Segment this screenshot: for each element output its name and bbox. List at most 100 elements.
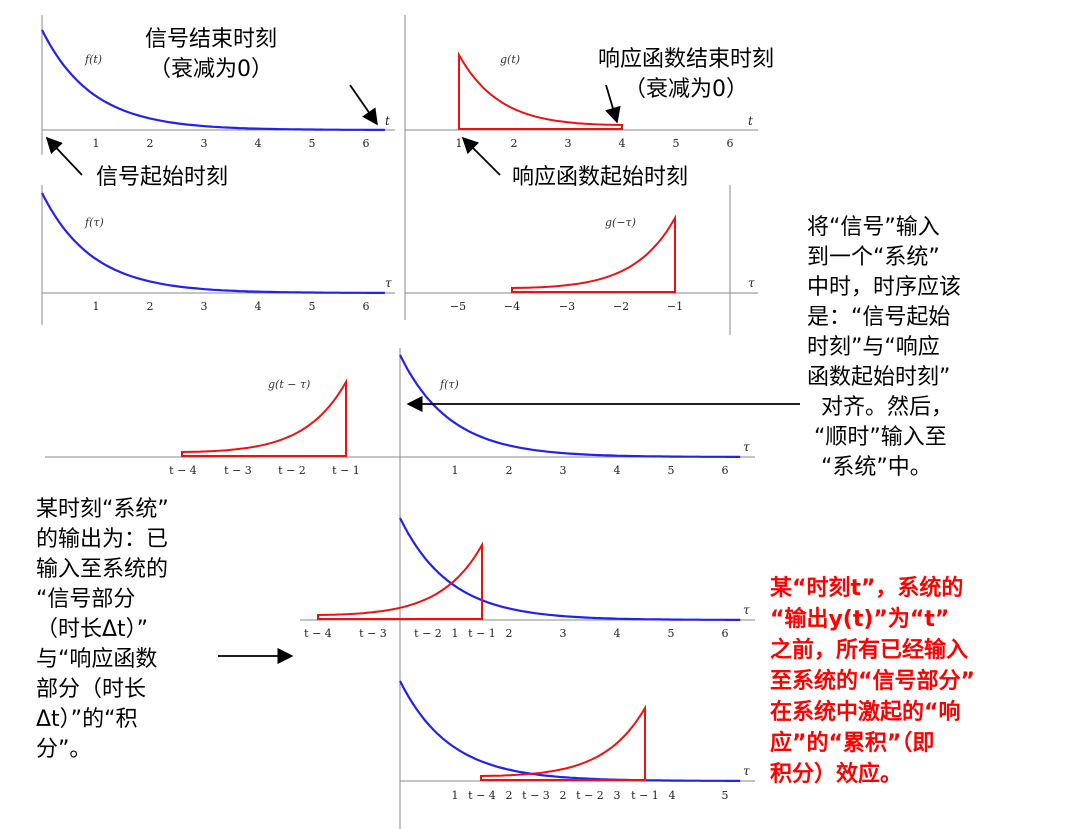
response-pulse [317, 541, 483, 620]
tick-label: t − 3 [359, 627, 387, 640]
signal-curve [399, 680, 741, 782]
tick-label: 4 [619, 137, 626, 150]
tick-label: −3 [559, 300, 575, 313]
tick-label: t − 2 [414, 627, 442, 640]
tick-label: 3 [565, 137, 572, 150]
tick-label: t − 4 [169, 464, 197, 477]
tick-label: 2 [506, 464, 513, 477]
tick-label: 1 [452, 627, 459, 640]
x-axis-label: τ [748, 276, 755, 290]
signal-curve [399, 517, 741, 621]
tick-label: 3 [614, 789, 621, 802]
tick-label: 5 [309, 300, 316, 313]
tick-label: 2 [147, 137, 154, 150]
tick-labels: t − 4 t − 3 t − 2 1 t − 1 2 3 4 5 6 [304, 627, 728, 640]
tick-labels: t − 4 t − 3 t − 2 t − 1 1 2 3 4 5 6 [169, 464, 728, 477]
tick-label: 5 [668, 464, 675, 477]
signal-curve [41, 29, 385, 131]
tick-label: −4 [504, 300, 520, 313]
x-axis-label: τ [743, 440, 750, 454]
arrow-signal-start [45, 136, 83, 176]
callout-arrows [45, 84, 800, 665]
panel-partial-overlap: τ t − 4 t − 3 t − 2 1 t − 1 2 3 4 5 6 [300, 517, 755, 640]
signal-curve [399, 354, 741, 458]
function-label: g(t − τ) [268, 378, 310, 391]
x-axis-label: t [748, 114, 753, 128]
arrow-signal-end [349, 84, 378, 126]
tick-label: 6 [363, 300, 370, 313]
tick-label: t − 3 [224, 464, 252, 477]
function-label: f(τ) [84, 216, 104, 229]
tick-label: t − 1 [631, 789, 659, 802]
tick-label: 2 [511, 137, 518, 150]
response-pulse [480, 704, 646, 781]
tick-label: 4 [614, 627, 621, 640]
tick-label: t − 1 [468, 627, 496, 640]
response-pulse [181, 378, 347, 457]
cumulative-effect-note: 某“时刻t”，系统的 “输出y(t)”为“t” 之前，所有已经输入 至系统的“信… [770, 576, 975, 787]
tick-label: 6 [363, 137, 370, 150]
panel-flip-shift: τ g(t − τ) f(τ) t − 4 t − 3 t − 2 t − 1 … [45, 354, 755, 477]
tick-label: 5 [673, 137, 680, 150]
tick-label: 1 [452, 789, 459, 802]
response-start-annotation: 响应函数起始时刻 [512, 165, 689, 190]
signal-curve [41, 192, 385, 294]
panel-f-tau: τ f(τ) 1 2 3 4 5 6 [41, 185, 395, 325]
x-axis-label: τ [385, 276, 392, 290]
tick-label: 2 [560, 789, 567, 802]
arrow-response-end [605, 84, 621, 124]
arrow-response-start [461, 136, 501, 176]
tick-label: 3 [560, 627, 567, 640]
function-label: g(t) [500, 53, 520, 66]
panel-g-neg-tau: τ g(−τ) −5 −4 −3 −2 −1 [405, 185, 758, 335]
signal-end-annotation: 信号结束时刻 （衰减为0） [145, 27, 278, 82]
tick-label: 1 [452, 464, 459, 477]
tick-label: −1 [667, 300, 683, 313]
tick-label: t − 3 [522, 789, 550, 802]
panel-f-t: t f(t) 1 2 3 4 5 6 [41, 15, 395, 155]
function-label: f(t) [84, 53, 102, 66]
tick-label: 4 [669, 789, 676, 802]
function-label: f(τ) [439, 378, 459, 391]
tick-labels: 1 2 3 4 5 6 [93, 300, 370, 313]
tick-label: t − 2 [576, 789, 604, 802]
response-pulse [458, 51, 623, 130]
tick-label: 2 [147, 300, 154, 313]
function-label: g(−τ) [605, 216, 636, 229]
align-note: 将“信号”输入 到一个“系统” 中时，时序应该 是：“信号起始 时刻”与“响应 … [807, 215, 962, 480]
tick-labels: −5 −4 −3 −2 −1 [450, 300, 683, 313]
x-axis-label: τ [743, 603, 750, 617]
tick-label: 4 [255, 300, 262, 313]
tick-label: 4 [614, 464, 621, 477]
tick-label: 5 [668, 627, 675, 640]
tick-label: 4 [255, 137, 262, 150]
tick-label: t − 4 [304, 627, 332, 640]
tick-label: −5 [450, 300, 466, 313]
tick-label: 6 [722, 464, 729, 477]
x-axis-label: τ [743, 764, 750, 778]
x-axis-label: t [385, 114, 390, 128]
tick-label: −2 [613, 300, 629, 313]
panel-full-overlap: τ 1 t − 4 2 t − 3 2 t − 2 3 t − 1 4 5 [399, 680, 755, 802]
tick-label: t − 1 [332, 464, 360, 477]
tick-label: t − 4 [468, 789, 496, 802]
tick-labels: 1 2 3 4 5 6 [456, 137, 734, 150]
panel-g-t: t g(t) 1 2 3 4 5 6 [404, 15, 758, 320]
tick-label: 3 [201, 300, 208, 313]
tick-label: 1 [93, 137, 100, 150]
tick-label: 6 [727, 137, 734, 150]
tick-label: 2 [506, 627, 513, 640]
tick-label: 3 [201, 137, 208, 150]
signal-start-annotation: 信号起始时刻 [96, 165, 229, 190]
tick-label: 5 [722, 789, 729, 802]
tick-label: 1 [456, 137, 463, 150]
tick-label: 5 [309, 137, 316, 150]
tick-label: 1 [93, 300, 100, 313]
response-end-annotation: 响应函数结束时刻 （衰减为0） [598, 47, 775, 102]
tick-label: 6 [722, 627, 729, 640]
tick-label: 3 [560, 464, 567, 477]
output-note: 某时刻“系统” 的输出为：已 输入至系统的 “信号部分 （时长Δt）” 与“响应… [36, 497, 169, 762]
tick-label: 2 [506, 789, 513, 802]
tick-label: t − 2 [278, 464, 306, 477]
